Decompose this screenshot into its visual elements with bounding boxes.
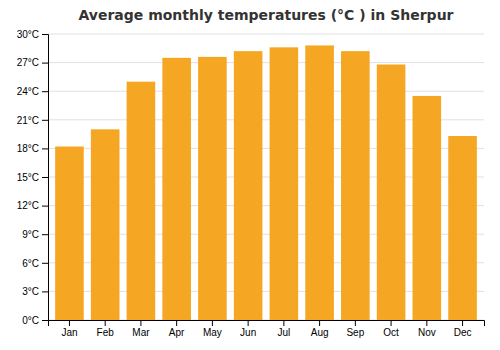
tick-label: Mar — [132, 327, 150, 338]
tick-label: 3°C — [22, 286, 39, 297]
tick: Nov — [418, 320, 436, 338]
tick-label: 6°C — [22, 258, 39, 269]
tick-label: Nov — [418, 327, 436, 338]
grid-line — [48, 34, 484, 35]
tick: Jul — [277, 320, 290, 338]
title: Average monthly temperatures (°C ) in Sh… — [78, 7, 453, 23]
tick-label: 9°C — [22, 229, 39, 240]
tick: Feb — [97, 320, 115, 338]
tick-label: 12°C — [17, 200, 39, 211]
bar — [198, 57, 227, 320]
tick-label: 21°C — [17, 115, 39, 126]
bar — [55, 146, 84, 320]
tick: 30°C — [17, 29, 48, 40]
bar — [162, 58, 191, 320]
tick-mark — [42, 91, 48, 92]
tick-mark — [42, 63, 48, 64]
tick-mark — [42, 120, 48, 121]
tick-mark — [212, 320, 213, 326]
tick: May — [203, 320, 222, 338]
tick: 3°C — [22, 286, 48, 297]
tick-mark — [426, 320, 427, 326]
tick-mark — [69, 320, 70, 326]
tick: Mar — [132, 320, 150, 338]
tick-mark — [42, 234, 48, 235]
tick: Apr — [169, 320, 185, 338]
tick: 6°C — [22, 258, 48, 269]
tick-mark — [140, 320, 141, 326]
bar — [377, 65, 406, 320]
tick-label: 27°C — [17, 57, 39, 68]
tick-label: Feb — [97, 327, 115, 338]
tick: 27°C — [17, 57, 48, 68]
tick: Jun — [240, 320, 256, 338]
tick-label: Jun — [240, 327, 256, 338]
tick-mark — [42, 291, 48, 292]
tick: 0°C — [22, 315, 48, 326]
tick-label: May — [203, 327, 222, 338]
tick-label: Aug — [311, 327, 329, 338]
tick-label: 0°C — [22, 315, 39, 326]
tick-mark — [176, 320, 177, 326]
y-axis: 0°C 3°C 6°C 9°C 12°C 15°C 18°C 21°C 24°C 27°C 30°C — [17, 29, 49, 326]
grid-line — [48, 91, 484, 92]
tick-label: 18°C — [17, 143, 39, 154]
grid — [48, 34, 484, 320]
tick-label: 15°C — [17, 172, 39, 183]
bar — [127, 82, 156, 320]
chart: 0°C 3°C 6°C 9°C 12°C 15°C 18°C 21°C 24°C 27°C 30°C… — [0, 0, 500, 350]
bar — [234, 51, 263, 320]
x-axis: Jan Feb Mar Apr May Jun Jul Aug Sep Oct Nov Dec — [49, 320, 485, 338]
tick: 12°C — [17, 200, 48, 211]
tick: 18°C — [17, 143, 48, 154]
tick-label: Oct — [383, 327, 399, 338]
tick-label: Jan — [61, 327, 77, 338]
tick-mark — [248, 320, 249, 326]
tick: Oct — [383, 320, 399, 338]
tick-mark — [105, 320, 106, 326]
tick-label: Apr — [169, 327, 185, 338]
tick-label: Dec — [454, 327, 472, 338]
tick-label: 24°C — [17, 86, 39, 97]
bar — [305, 45, 334, 320]
bar — [341, 51, 370, 320]
tick: Jan — [61, 320, 77, 338]
tick-label: Jul — [277, 327, 290, 338]
tick: Dec — [454, 320, 472, 338]
tick-mark — [391, 320, 392, 326]
axis-line — [49, 321, 485, 327]
axis-line — [42, 35, 49, 321]
plot: 0°C 3°C 6°C 9°C 12°C 15°C 18°C 21°C 24°C 27°C 30°C… — [17, 29, 485, 338]
tick: 9°C — [22, 229, 48, 240]
tick-mark — [355, 320, 356, 326]
tick: Sep — [346, 320, 364, 338]
tick-mark — [42, 206, 48, 207]
bar — [91, 129, 120, 320]
bars — [55, 45, 477, 320]
tick: 15°C — [17, 172, 48, 183]
bar — [448, 136, 477, 320]
tick-mark — [42, 263, 48, 264]
tick: Aug — [311, 320, 329, 338]
grid-line — [48, 62, 484, 63]
tick-label: Sep — [346, 327, 364, 338]
tick-mark — [42, 148, 48, 149]
tick-mark — [42, 320, 48, 321]
tick-mark — [283, 320, 284, 326]
tick-mark — [319, 320, 320, 326]
tick: 24°C — [17, 86, 48, 97]
bar — [270, 47, 299, 320]
tick-mark — [42, 177, 48, 178]
bar — [413, 96, 442, 320]
tick-mark — [42, 34, 48, 35]
tick-mark — [462, 320, 463, 326]
tick: 21°C — [17, 115, 48, 126]
tick-label: 30°C — [17, 29, 39, 40]
